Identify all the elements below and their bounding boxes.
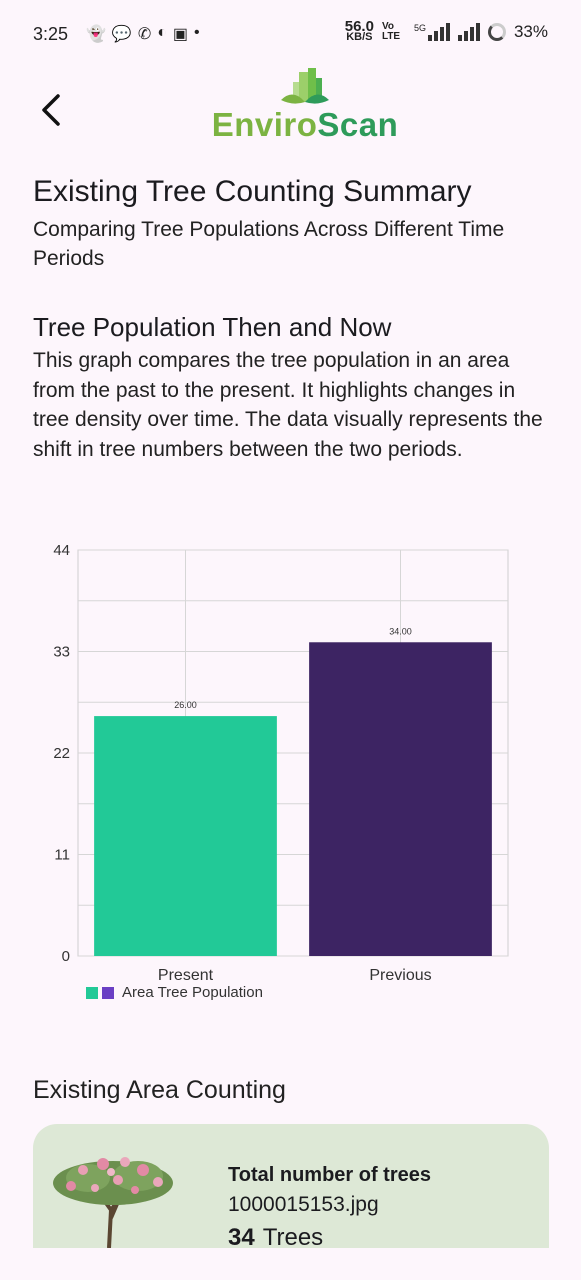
- card-heading: Total number of trees: [228, 1164, 431, 1186]
- page-subtitle: Comparing Tree Populations Across Differ…: [33, 218, 505, 270]
- back-arrow-icon: [42, 94, 60, 126]
- notification-icons: 👻 💬 ✆ ◐ ▣ •: [86, 24, 200, 44]
- bar-present: [94, 716, 277, 956]
- legend-swatch-1: [86, 986, 98, 999]
- y-tick-label: 33: [53, 644, 70, 661]
- y-tick-label: 22: [53, 745, 70, 762]
- chart-legend: Area Tree Population: [86, 984, 263, 1001]
- calendar-icon: ▣: [172, 26, 189, 43]
- page-title: Existing Tree Counting Summary: [33, 175, 472, 208]
- snapchat-icon: 👻: [86, 26, 106, 43]
- card-file-name: 1000015153.jpg: [228, 1193, 379, 1216]
- tree-population-chart: 0 11 22 33 44 26.00 Present 34.00 Previous Area …: [30, 535, 520, 1010]
- status-time: 3:25: [33, 24, 69, 44]
- building-leaf-icon: [281, 68, 329, 104]
- whatsapp-icon: ✆: [137, 26, 152, 43]
- signal-5g-icon: 5G: [414, 23, 450, 41]
- card-tree-count: 34 Trees: [228, 1224, 324, 1251]
- tree-count-card[interactable]: Total number of trees 1000015153.jpg 34 T…: [33, 1124, 549, 1251]
- y-tick-label: 44: [53, 542, 70, 559]
- y-tick-label: 11: [54, 847, 70, 864]
- bar-previous: [309, 642, 492, 956]
- volte-indicator: Vo LTE: [381, 21, 401, 42]
- more-notifications-icon: •: [194, 24, 200, 41]
- legend-swatch-2: [102, 986, 114, 999]
- logo-text: EnviroScan: [211, 106, 399, 143]
- legend-label: Area Tree Population: [122, 984, 263, 1001]
- section-title: Tree Population Then and Now: [33, 312, 392, 342]
- area-title: Existing Area Counting: [33, 1076, 286, 1104]
- tree-image: [53, 1157, 173, 1248]
- section-description: This graph compares the tree population …: [33, 349, 543, 461]
- status-right: 56.0 KB/S Vo LTE 5G 33%: [344, 18, 548, 43]
- bar-chart: 0 11 22 33 44 26.00 Present 34.00 Previous: [53, 542, 509, 984]
- battery-icon: [487, 23, 506, 41]
- x-tick-label: Present: [158, 967, 214, 984]
- status-bar: 3:25 👻 💬 ✆ ◐ ▣ • 56.0 KB/S Vo LTE 5G 33%: [0, 0, 581, 70]
- y-tick-label: 0: [62, 948, 70, 965]
- app-notification-icon: ◐: [157, 24, 167, 41]
- bar-value-label: 34.00: [389, 626, 412, 636]
- back-button[interactable]: [36, 90, 68, 130]
- network-speed: 56.0 KB/S: [344, 18, 374, 43]
- signal-icon: [457, 23, 480, 41]
- battery-percent: 33%: [513, 22, 548, 41]
- x-tick-label: Previous: [369, 967, 431, 984]
- message-icon: 💬: [111, 26, 132, 43]
- bar-value-label: 26.00: [174, 700, 197, 710]
- app-logo: EnviroScan: [205, 66, 405, 146]
